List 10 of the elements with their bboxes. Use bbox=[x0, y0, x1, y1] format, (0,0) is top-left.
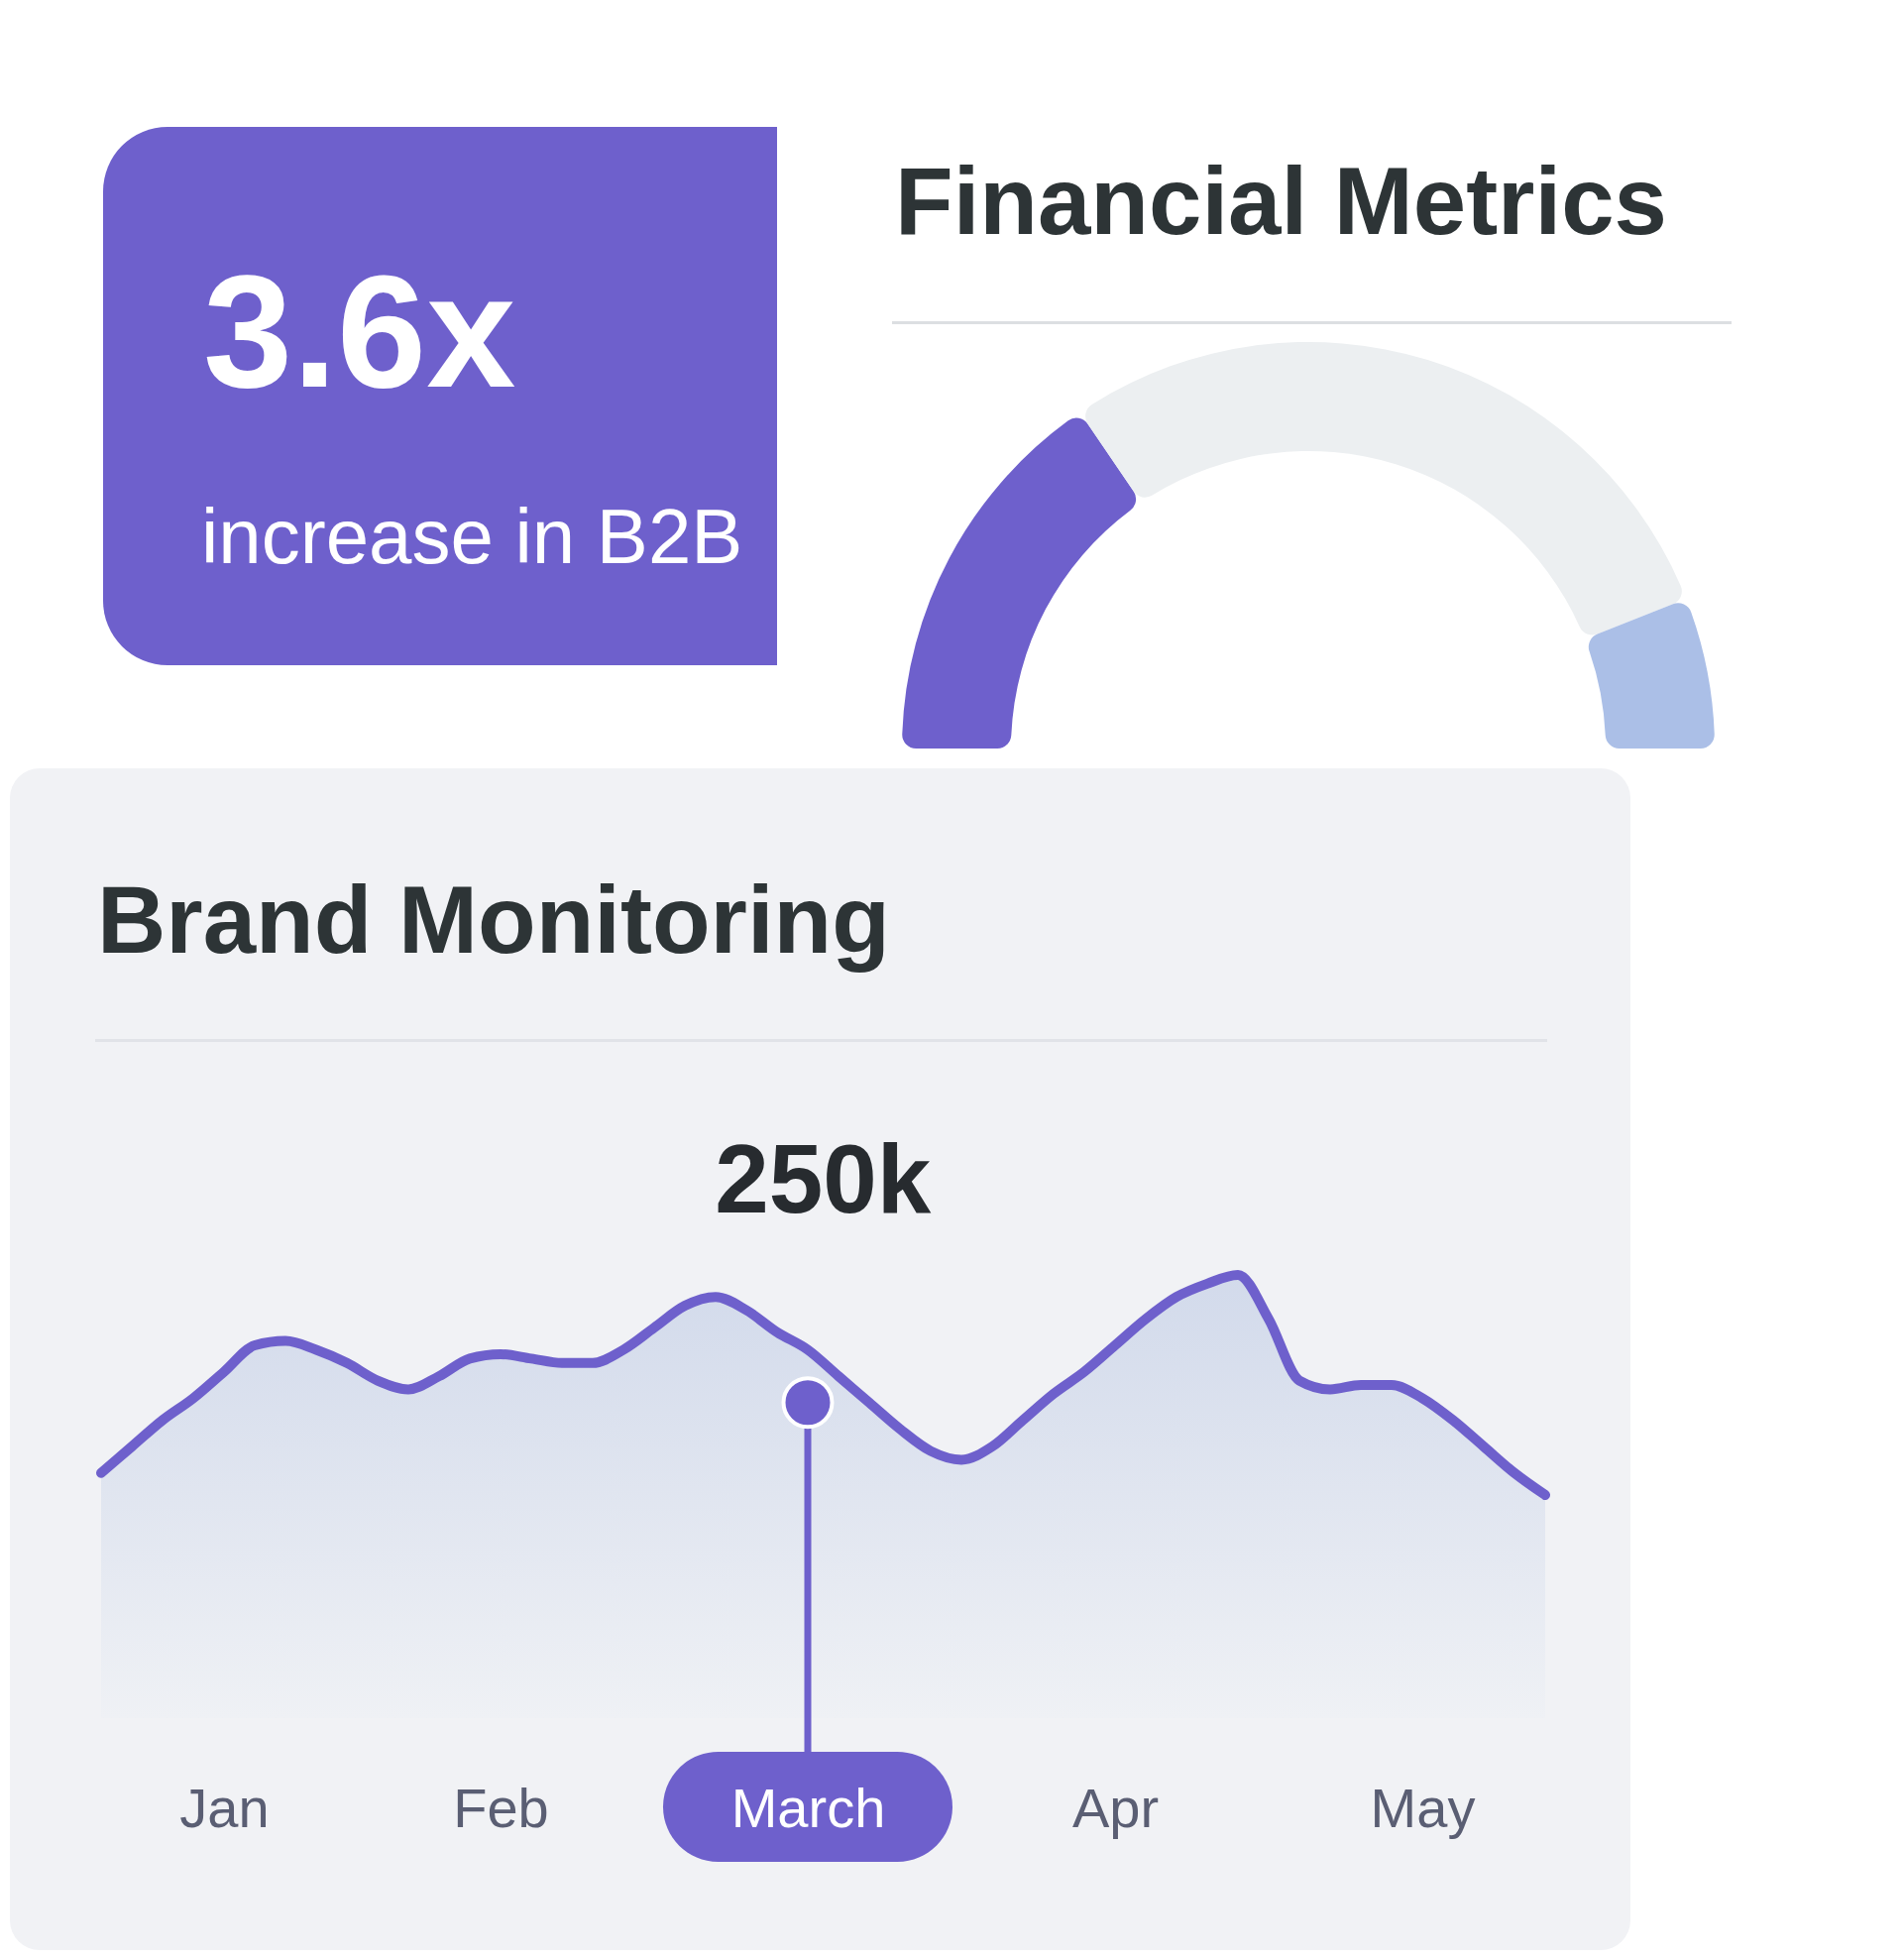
x-tick-label: May bbox=[1370, 1776, 1476, 1839]
x-tick-label: Apr bbox=[1071, 1776, 1159, 1839]
chart-title: Financial Metrics bbox=[895, 147, 1667, 254]
text: increase in B2B bbox=[201, 492, 743, 580]
text: 250k bbox=[714, 1124, 933, 1234]
x-tick-label: Feb bbox=[453, 1776, 549, 1839]
chart-title: Brand Monitoring bbox=[97, 865, 890, 973]
text: 3.6x bbox=[203, 240, 516, 420]
x-tick-label: Jan bbox=[179, 1776, 270, 1839]
x-tick-label: March bbox=[730, 1776, 886, 1839]
